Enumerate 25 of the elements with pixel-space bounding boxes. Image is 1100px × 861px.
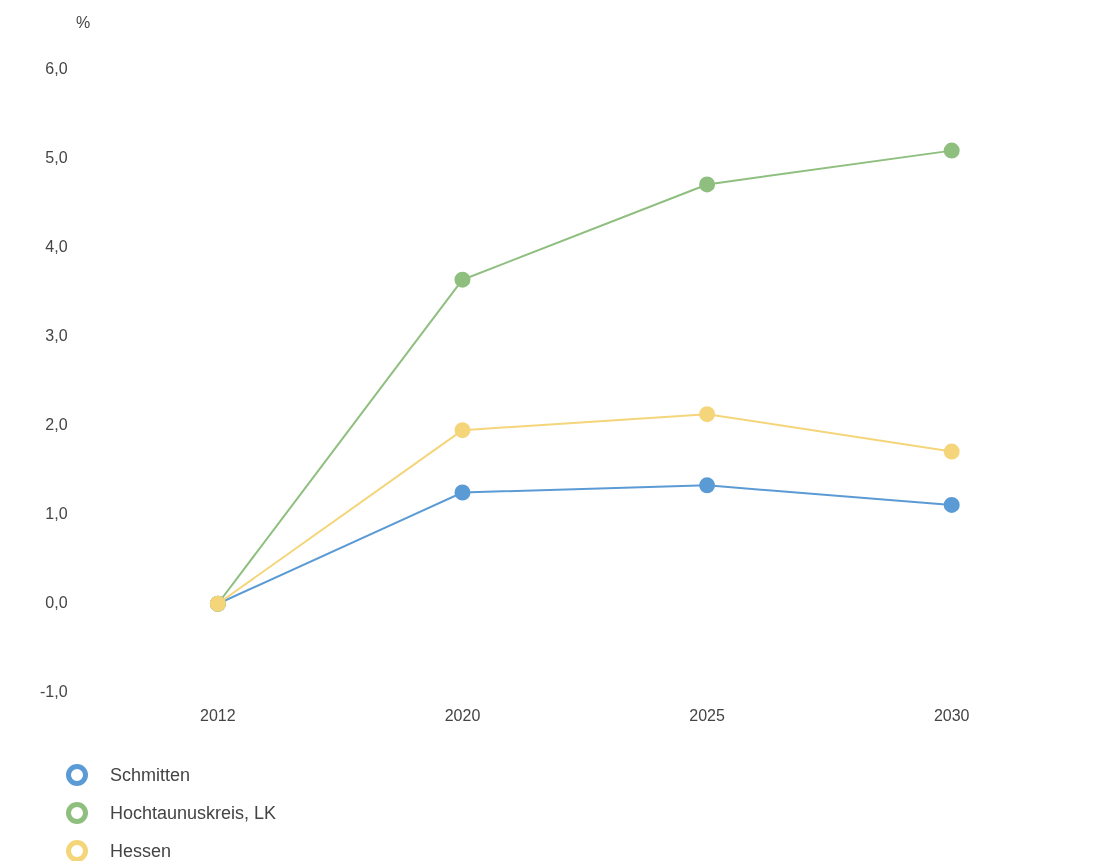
point bbox=[943, 443, 960, 460]
x-tick-label: 2012 bbox=[200, 706, 236, 724]
y-tick-label: 2,0 bbox=[45, 416, 68, 434]
x-tick-label: 2020 bbox=[444, 706, 481, 724]
y-tick-label: -1,0 bbox=[39, 683, 68, 701]
legend-label: Hessen bbox=[110, 840, 172, 861]
point bbox=[454, 422, 471, 439]
y-tick-label: 0,0 bbox=[45, 594, 68, 612]
y-tick-label: 5,0 bbox=[45, 149, 68, 167]
point bbox=[943, 142, 960, 159]
y-tick-label: 3,0 bbox=[45, 327, 68, 345]
y-tick-label: 1,0 bbox=[45, 505, 68, 523]
legend-label: Hochtaunuskreis, LK bbox=[110, 802, 277, 824]
x-tick-label: 2025 bbox=[689, 706, 725, 724]
point bbox=[943, 496, 960, 513]
x-tick-label: 2030 bbox=[933, 706, 970, 724]
point bbox=[699, 406, 716, 423]
point bbox=[699, 477, 716, 494]
point bbox=[454, 271, 471, 288]
point bbox=[699, 176, 716, 193]
point bbox=[454, 484, 471, 501]
legend-label: Schmitten bbox=[110, 764, 191, 786]
y-axis-title: % bbox=[76, 14, 91, 32]
y-tick-label: 6,0 bbox=[45, 60, 68, 78]
y-tick-label: 4,0 bbox=[45, 238, 68, 256]
